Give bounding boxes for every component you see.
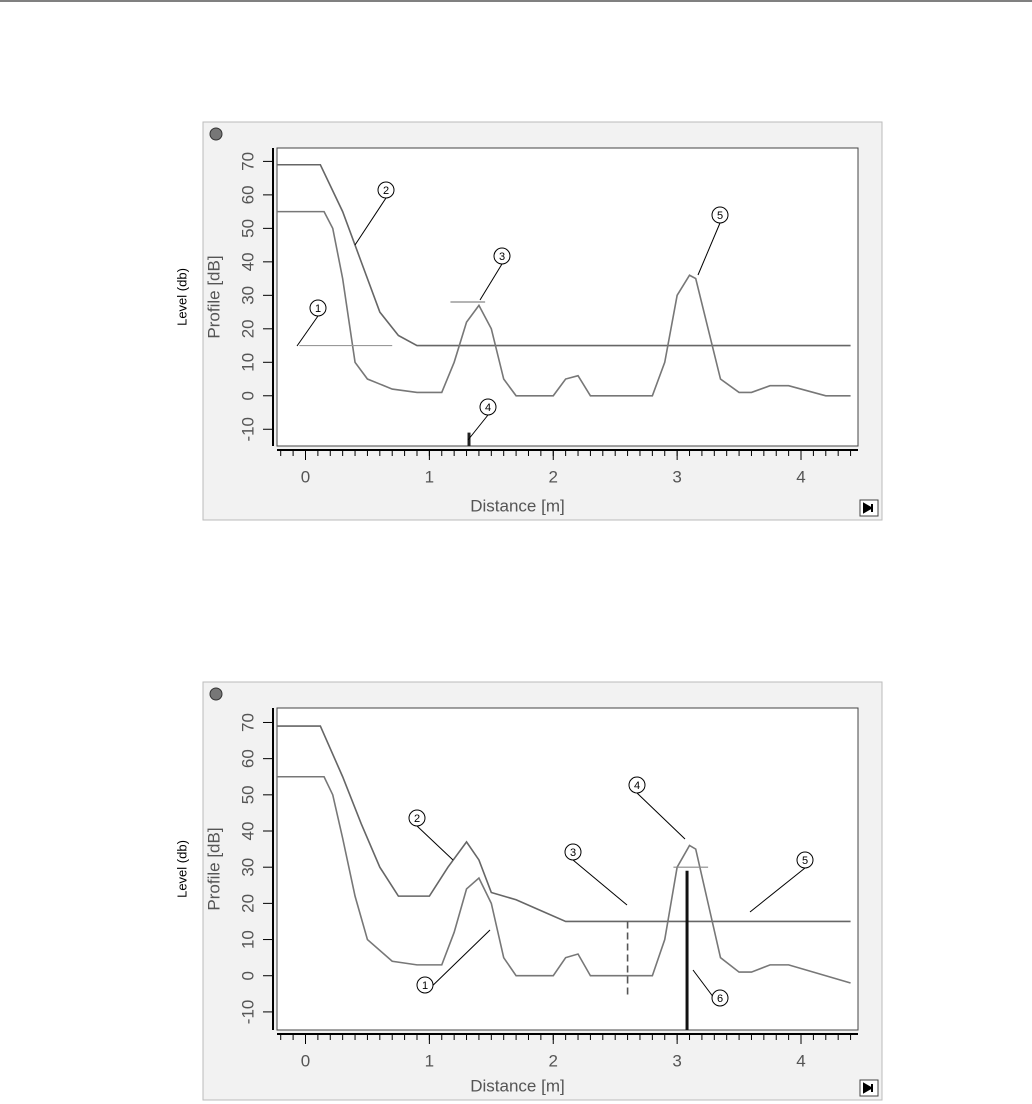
annotation-label: 1 bbox=[422, 980, 428, 992]
y-tick-label: 0 bbox=[238, 971, 257, 980]
annotation-circle bbox=[309, 299, 327, 317]
annotation-leader bbox=[296, 315, 319, 347]
chart: -10 0 10 20 30 40 50 60 70 0 1 2 3 4 Distance [m] Profi… bbox=[174, 681, 883, 1101]
x-tick-label: 4 bbox=[796, 1051, 805, 1070]
annotation-leader bbox=[572, 859, 628, 906]
y-tick-label: -10 bbox=[238, 417, 257, 442]
x-tick-label: 0 bbox=[301, 1051, 310, 1070]
x-tick-label: 3 bbox=[672, 467, 681, 486]
annotation-leader bbox=[749, 867, 806, 913]
series-line bbox=[277, 163, 851, 347]
annotation-label: 3 bbox=[499, 251, 505, 263]
side-label: Level (db) bbox=[174, 268, 189, 326]
y-tick-label: 40 bbox=[238, 822, 257, 841]
annotation-label: 2 bbox=[383, 185, 389, 197]
y-tick-label: 70 bbox=[238, 713, 257, 732]
annotation-circle bbox=[711, 989, 729, 1007]
annotation-label: 5 bbox=[802, 855, 808, 867]
y-tick-label: 0 bbox=[238, 391, 257, 400]
annotation-label: 5 bbox=[717, 210, 723, 222]
y-tick-label: 60 bbox=[238, 749, 257, 768]
annotation-leader bbox=[636, 792, 686, 840]
annotation-circle bbox=[493, 247, 511, 265]
annotation-circle bbox=[479, 398, 497, 416]
y-tick-label: 20 bbox=[238, 319, 257, 338]
y-tick-label: 10 bbox=[238, 930, 257, 949]
annotation-circle bbox=[408, 809, 426, 827]
y-tick-label: -10 bbox=[238, 1000, 257, 1025]
annotation-leader bbox=[354, 197, 387, 246]
y-tick-label: 50 bbox=[238, 785, 257, 804]
annotation-circle bbox=[796, 851, 814, 869]
plot-area bbox=[276, 707, 859, 1031]
x-tick-label: 2 bbox=[549, 467, 558, 486]
y-tick-label: 40 bbox=[238, 252, 257, 271]
y-tick-label: 20 bbox=[238, 894, 257, 913]
annotation-label: 4 bbox=[634, 780, 640, 792]
annotation-leader bbox=[479, 263, 503, 301]
annotation-label: 2 bbox=[414, 813, 420, 825]
series-line bbox=[277, 210, 851, 397]
x-tick-label: 2 bbox=[549, 1051, 558, 1070]
x-tick-label: 0 bbox=[301, 467, 310, 486]
y-axis-label: Profile [dB] bbox=[204, 255, 223, 338]
annotation-label: 4 bbox=[485, 402, 491, 414]
end-icon bbox=[863, 502, 874, 514]
annotation-label: 1 bbox=[315, 303, 321, 315]
x-tick-label: 3 bbox=[672, 1051, 681, 1070]
annotation-circle bbox=[711, 206, 729, 224]
annotation-leader bbox=[467, 414, 489, 441]
annotation-circle bbox=[377, 181, 395, 199]
annotation-label: 6 bbox=[717, 993, 723, 1005]
x-tick-label: 4 bbox=[796, 467, 805, 486]
plot-area bbox=[276, 147, 859, 447]
menu-button bbox=[209, 687, 223, 701]
y-tick-label: 70 bbox=[238, 152, 257, 171]
x-axis-label: Distance [m] bbox=[470, 1076, 564, 1095]
annotation-leader bbox=[424, 929, 491, 994]
annotation-circle bbox=[564, 843, 582, 861]
annotation-leader bbox=[416, 825, 454, 861]
y-tick-label: 30 bbox=[238, 286, 257, 305]
end-icon bbox=[863, 1082, 874, 1094]
y-axis-label: Profile [dB] bbox=[204, 827, 223, 910]
x-tick-label: 1 bbox=[425, 467, 434, 486]
annotation-label: 3 bbox=[570, 847, 576, 859]
side-label: Level (db) bbox=[174, 840, 189, 898]
series-line bbox=[277, 725, 851, 923]
y-tick-label: 30 bbox=[238, 858, 257, 877]
series-line bbox=[277, 775, 851, 984]
y-tick-label: 10 bbox=[238, 353, 257, 372]
annotation-circle bbox=[416, 976, 434, 994]
annotation-leader bbox=[697, 222, 721, 276]
y-tick-label: 50 bbox=[238, 219, 257, 238]
x-tick-label: 1 bbox=[425, 1051, 434, 1070]
annotation-circle bbox=[628, 776, 646, 794]
x-axis-label: Distance [m] bbox=[470, 496, 564, 515]
menu-button bbox=[209, 127, 223, 141]
y-tick-label: 60 bbox=[238, 185, 257, 204]
chart: -10 0 10 20 30 40 50 60 70 0 1 2 3 4 Distance [m] Profi… bbox=[174, 121, 883, 521]
